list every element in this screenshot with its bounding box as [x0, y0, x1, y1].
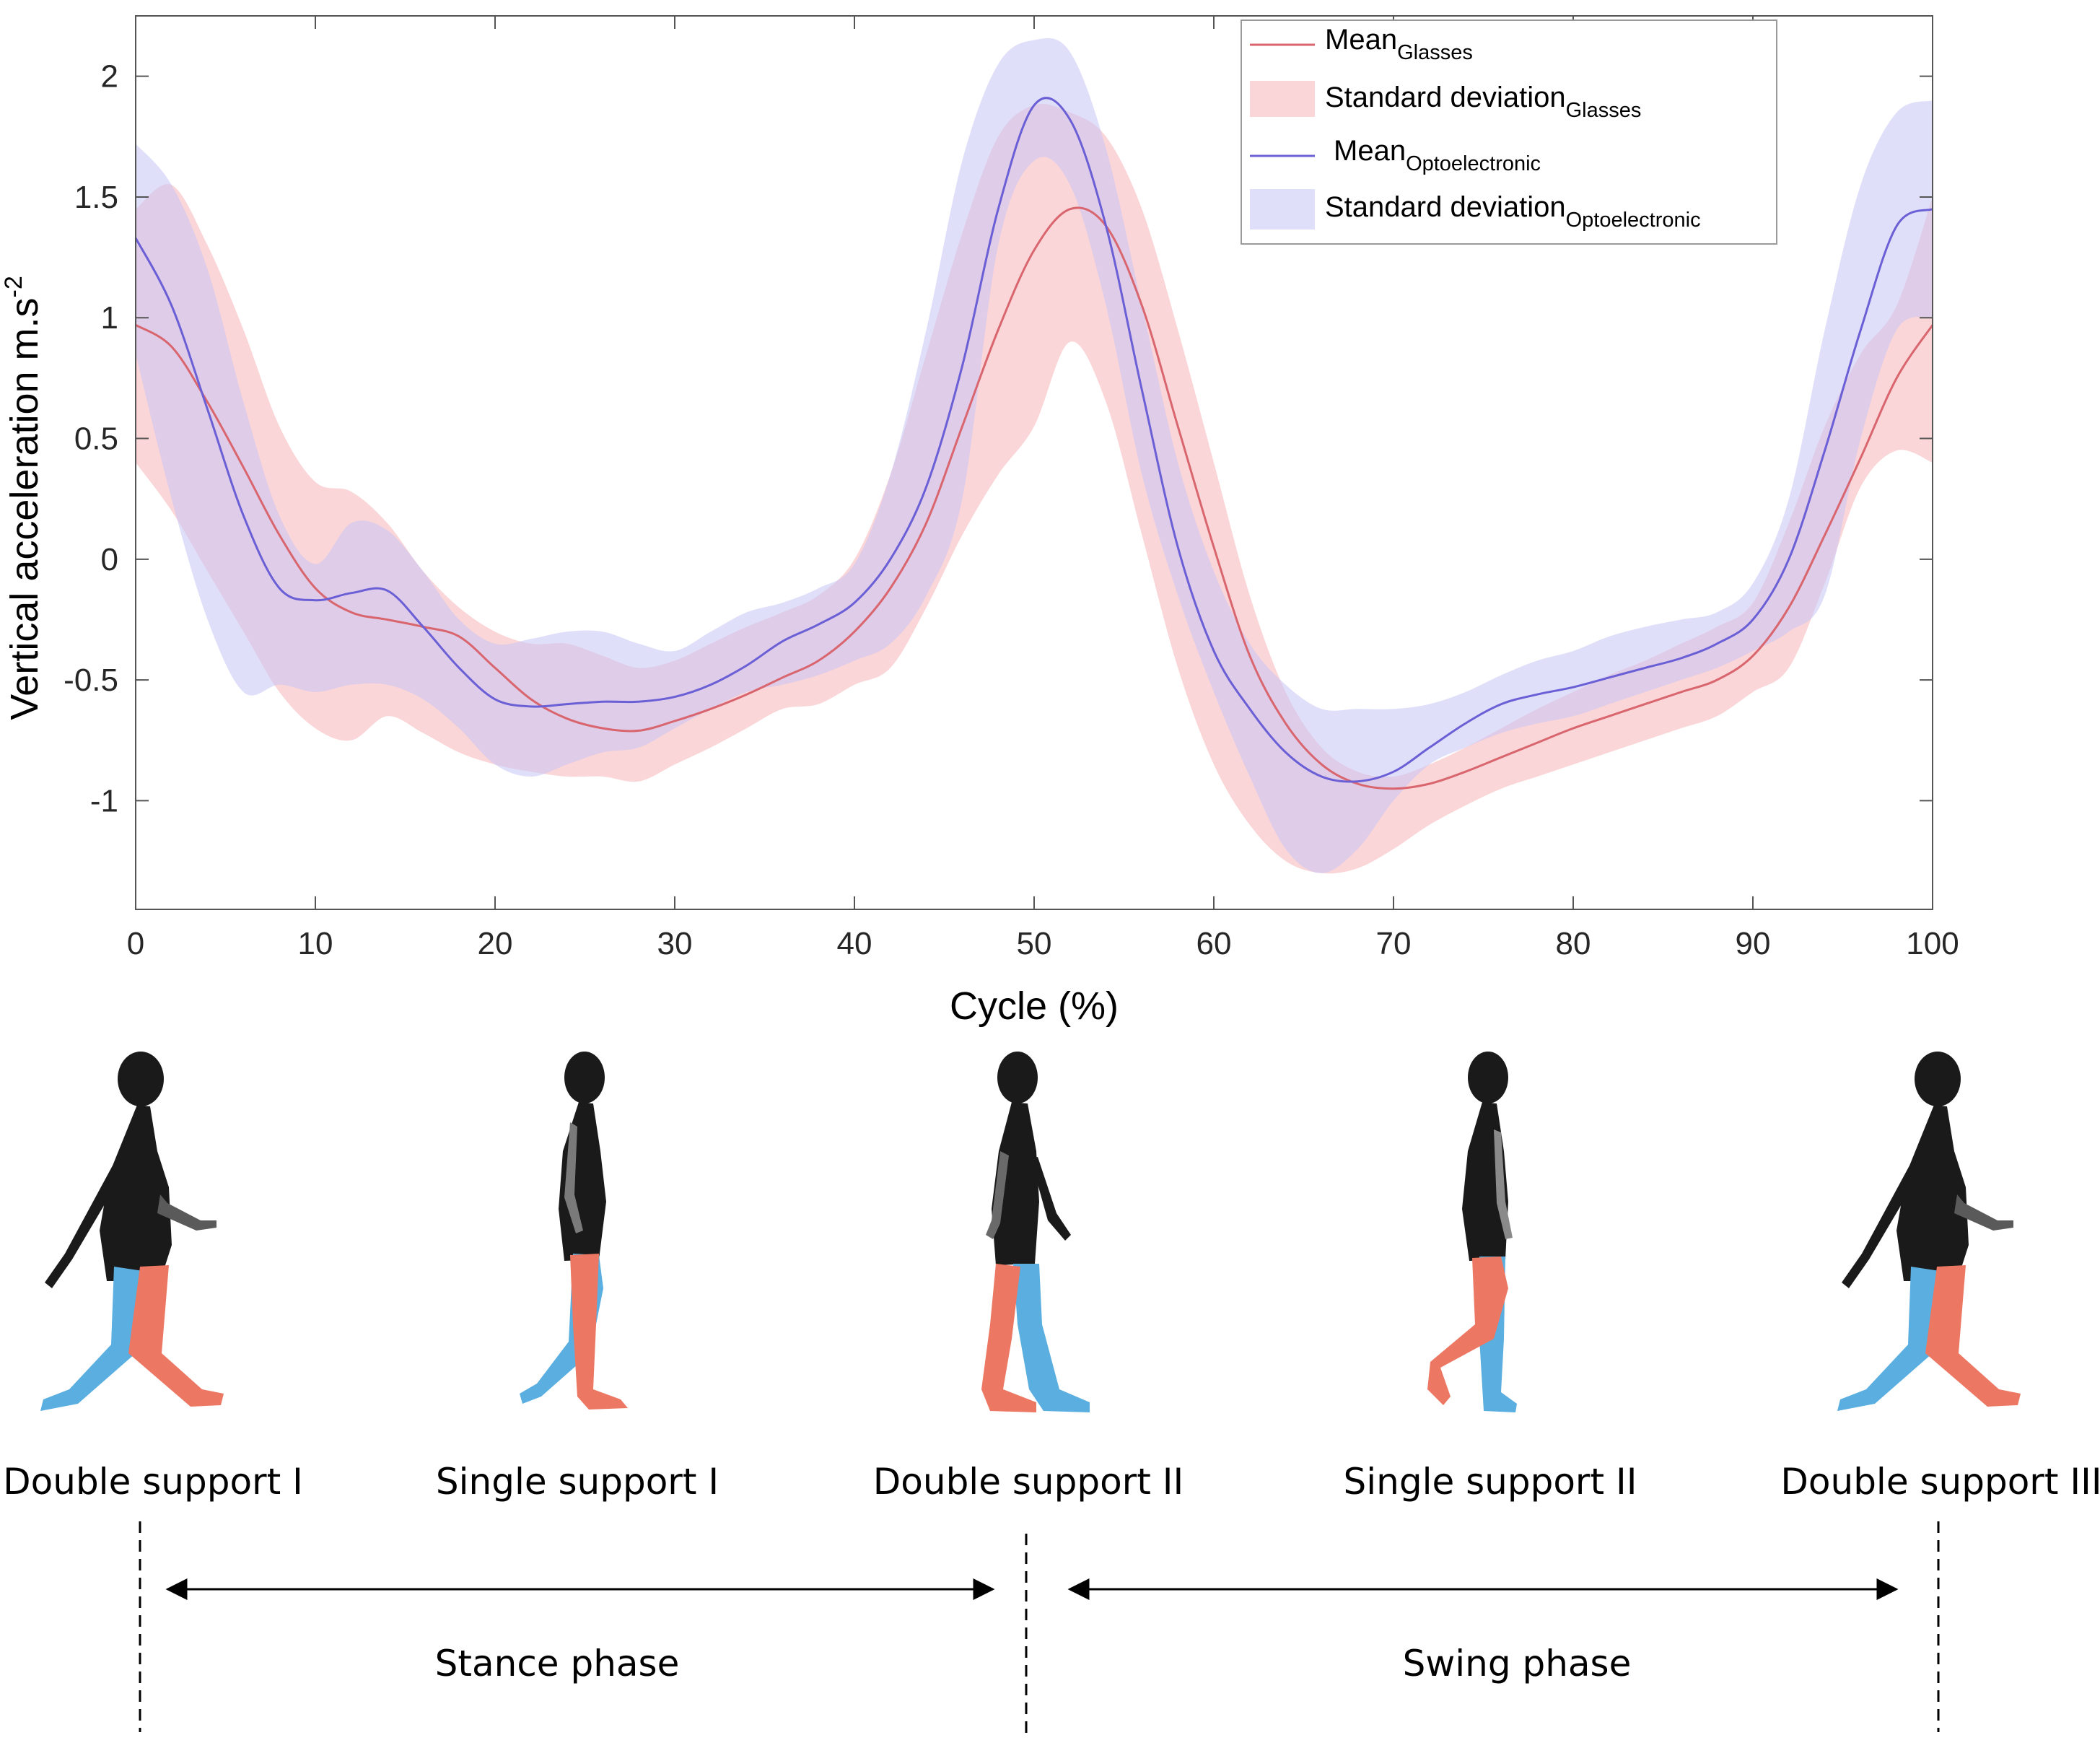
y-axis-title: Vertical acceleration m.s-2	[0, 276, 46, 720]
label-double-support-i: Double support I	[3, 1461, 303, 1503]
walker-single-support-i	[520, 1052, 628, 1410]
y-tick-label: 1.5	[74, 180, 118, 215]
x-tick-label: 40	[837, 926, 872, 961]
y-tick-label: 2	[101, 59, 118, 95]
stance-phase-label: Stance phase	[435, 1643, 680, 1684]
legend-label-sd-glasses: Standard deviationGlasses	[1325, 82, 1641, 122]
legend: MeanGlasses Standard deviationGlasses Me…	[1241, 19, 1777, 245]
label-single-support-ii: Single support II	[1344, 1461, 1637, 1503]
legend-swatch-sd-opto	[1250, 189, 1315, 230]
x-tick-label: 90	[1736, 926, 1771, 961]
y-axis-ticks: -1 -0.5 0 0.5 1 1.5 2	[64, 59, 1933, 818]
acceleration-chart: 0 10 20 30 40 50 60 70 80 90 100 -1 -0.5 0 0.5 1 1.5 2 C…	[0, 15, 1959, 1028]
legend-label-mean-opto-base: Mean	[1334, 135, 1406, 167]
x-axis-title: Cycle (%)	[950, 984, 1119, 1028]
x-tick-label: 50	[1017, 926, 1052, 961]
legend-label-mean-opto-sub: Optoelectronic	[1406, 152, 1541, 175]
y-tick-label: -0.5	[64, 663, 118, 698]
phase-labels: Double support I Single support I Double…	[3, 1461, 2100, 1503]
x-tick-label: 70	[1376, 926, 1412, 961]
x-tick-label: 100	[1906, 926, 1959, 961]
label-double-support-ii: Double support II	[873, 1461, 1184, 1503]
x-tick-label: 30	[657, 926, 693, 961]
x-tick-label: 0	[127, 926, 144, 961]
legend-label-sd-glasses-base: Standard deviation	[1325, 82, 1566, 113]
label-double-support-iii: Double support III	[1780, 1461, 2100, 1503]
y-tick-label: 0.5	[74, 421, 118, 457]
y-tick-label: 0	[101, 542, 118, 577]
swing-phase-label: Swing phase	[1403, 1643, 1632, 1684]
label-single-support-i: Single support I	[436, 1461, 719, 1503]
legend-label-sd-opto-sub: Optoelectronic	[1566, 209, 1701, 232]
legend-label-mean-glasses: MeanGlasses	[1325, 24, 1473, 64]
line-mean-optoelectronic	[134, 97, 1933, 783]
sd-bands	[136, 38, 1933, 874]
legend-label-sd-opto: Standard deviationOptoelectronic	[1325, 191, 1701, 232]
walker-double-support-ii	[981, 1052, 1090, 1412]
legend-label-mean-glasses-sub: Glasses	[1397, 41, 1473, 64]
legend-box	[1241, 19, 1777, 245]
event-markers	[139, 1521, 1940, 1739]
y-axis-title-base: Vertical acceleration m.s	[3, 297, 46, 720]
legend-label-mean-opto: MeanOptoelectronic	[1334, 135, 1541, 175]
line-mean-glasses	[135, 206, 1934, 790]
legend-label-mean-glasses-base: Mean	[1325, 24, 1397, 56]
y-axis-title-exponent: -2	[0, 276, 27, 297]
x-axis-ticks: 0 10 20 30 40 50 60 70 80 90 100	[127, 16, 1959, 961]
walker-single-support-ii	[1427, 1052, 1517, 1412]
y-tick-label: -1	[90, 783, 118, 818]
legend-label-sd-opto-base: Standard deviation	[1325, 191, 1566, 223]
walker-double-support-i	[40, 1052, 224, 1411]
legend-label-sd-glasses-sub: Glasses	[1566, 99, 1642, 122]
band-standard-deviation-optoelectronic	[136, 38, 1933, 873]
x-tick-label: 20	[478, 926, 513, 961]
x-tick-label: 60	[1196, 926, 1232, 961]
legend-swatch-sd-glasses	[1250, 81, 1315, 117]
walker-double-support-iii	[1837, 1052, 2021, 1411]
x-tick-label: 10	[298, 926, 333, 961]
mean-lines	[134, 97, 1934, 790]
x-tick-label: 80	[1556, 926, 1591, 961]
y-tick-label: 1	[101, 300, 118, 336]
